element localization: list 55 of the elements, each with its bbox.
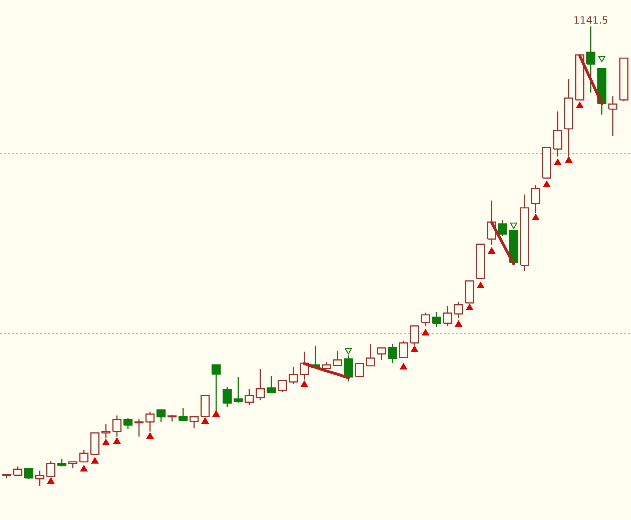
candlestick [24, 468, 34, 480]
point [212, 410, 220, 418]
candlestick [200, 395, 210, 418]
candlestick [178, 408, 188, 422]
point [455, 320, 462, 328]
candlestick [454, 302, 464, 319]
candlestick [288, 366, 298, 385]
point [411, 346, 418, 352]
point [565, 156, 573, 164]
candlestick [36, 470, 45, 487]
candlestick [421, 312, 430, 327]
candlestick [388, 344, 398, 364]
candlestick [112, 415, 122, 438]
candlestick [156, 410, 166, 423]
candlestick [531, 184, 541, 214]
point [300, 380, 308, 388]
point [488, 248, 496, 254]
candlestick [465, 280, 474, 304]
point [543, 181, 551, 188]
candlestick [222, 386, 232, 408]
point [146, 432, 154, 440]
candlestick [90, 432, 100, 456]
candlestick [266, 376, 276, 394]
point [532, 214, 540, 220]
candlestick [608, 96, 618, 138]
candlestick [80, 450, 89, 463]
point [202, 418, 209, 424]
candlestick [333, 350, 342, 366]
point [477, 282, 484, 288]
point [554, 159, 562, 166]
candlestick [234, 376, 243, 404]
candlestick [498, 220, 508, 238]
point [422, 329, 430, 336]
candlestick [256, 368, 266, 402]
candlestick [124, 418, 133, 430]
candlestick [278, 380, 288, 393]
candlestick [355, 363, 364, 378]
candlestick [244, 388, 254, 406]
candlestick [46, 460, 56, 478]
candlestick [190, 416, 199, 430]
candlestick [586, 26, 596, 94]
candlestick [443, 305, 452, 327]
candlestick [377, 348, 386, 361]
annotation: 1141.5 [574, 16, 608, 24]
point [92, 458, 99, 464]
candlestick [366, 344, 376, 367]
point [80, 465, 88, 472]
point [114, 438, 121, 444]
point [48, 478, 55, 484]
point [400, 363, 408, 370]
candlestick [432, 312, 442, 328]
point [102, 439, 110, 446]
point [466, 304, 474, 310]
point [576, 102, 584, 108]
candlestick [553, 111, 563, 158]
